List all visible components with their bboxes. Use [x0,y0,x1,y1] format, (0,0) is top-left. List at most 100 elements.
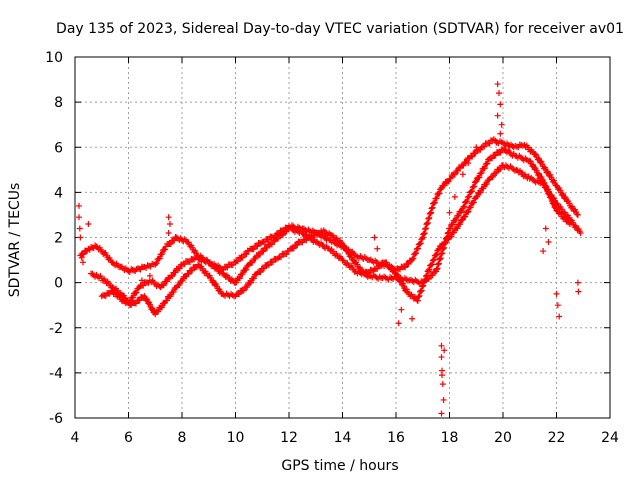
data-point [138,277,145,284]
data-point [466,193,473,200]
data-point [165,214,172,221]
data-points [76,81,584,417]
data-point [461,203,468,210]
data-point [441,347,448,354]
data-point [169,273,176,280]
data-point [574,279,581,286]
data-point [575,288,582,295]
series-track-a [77,136,581,275]
data-point [283,251,290,258]
series-track-b [88,146,573,306]
data-point [494,112,501,119]
data-point [440,396,447,403]
data-point [472,150,479,157]
data-point [403,286,410,293]
data-point [239,254,246,261]
data-point [160,282,167,289]
data-point [260,248,267,255]
data-point [88,244,95,251]
data-point [165,229,172,236]
data-point [460,162,467,169]
data-point [76,225,83,232]
data-point [85,220,92,227]
grid-lines [75,57,610,418]
data-point [76,202,83,209]
data-point [410,255,417,262]
data-point [179,277,186,284]
data-point [290,245,297,252]
x-tick-label: 18 [441,430,459,446]
data-point [483,180,490,187]
data-point [417,240,424,247]
data-point [189,267,196,274]
data-point [76,214,83,221]
data-point [229,262,236,269]
data-point [470,199,477,206]
chart-title: Day 135 of 2023, Sidereal Day-to-day VTE… [56,21,624,37]
data-point [265,236,272,243]
data-point [480,185,487,192]
y-tick-labels: -6 -4 -2 0 2 4 6 8 10 [45,50,63,427]
data-point [486,140,493,147]
x-axis-label: GPS time / hours [281,458,398,474]
data-point [473,144,480,151]
data-point [170,288,177,295]
data-point [426,266,433,273]
data-point [109,259,116,266]
data-point [448,233,455,240]
data-point [233,279,240,286]
data-point [261,239,268,246]
x-tick-label: 24 [601,430,619,446]
y-tick-label: -4 [49,366,63,382]
data-point [261,265,268,272]
x-tick-label: 8 [178,430,187,446]
data-point [171,237,178,244]
data-point [472,179,479,186]
data-point [159,250,166,257]
data-point [195,261,202,268]
data-point [455,212,462,219]
data-point [134,265,141,272]
data-point [167,293,174,300]
x-tick-label: 12 [280,430,298,446]
data-point [249,259,256,266]
data-point [497,130,504,137]
data-point [436,190,443,197]
data-point [454,225,461,232]
y-tick-label: 8 [54,95,63,111]
data-point [556,313,563,320]
data-point [526,157,533,164]
data-point [430,200,437,207]
data-point [102,292,109,299]
data-point [248,279,255,286]
data-point [545,239,552,246]
y-tick-label: 0 [54,276,63,292]
data-point [497,101,504,108]
data-point [431,256,438,263]
data-point [471,183,478,190]
data-point [577,229,584,236]
data-point [493,170,500,177]
data-point [439,372,446,379]
data-point [257,251,264,258]
data-point [553,207,560,214]
data-point [455,167,462,174]
data-point [409,315,416,322]
data-point [553,290,560,297]
data-point [187,259,194,266]
data-point [398,306,405,313]
data-point [283,228,290,235]
data-point [250,275,257,282]
x-tick-label: 6 [124,430,133,446]
data-point [476,174,483,181]
y-tick-label: 6 [54,140,63,156]
data-point [574,211,581,218]
data-point [464,198,471,205]
data-point [257,269,264,276]
y-tick-label: 4 [54,185,63,201]
data-point [77,234,84,241]
x-tick-label: 16 [387,430,405,446]
data-point [108,287,115,294]
data-point [494,81,501,88]
